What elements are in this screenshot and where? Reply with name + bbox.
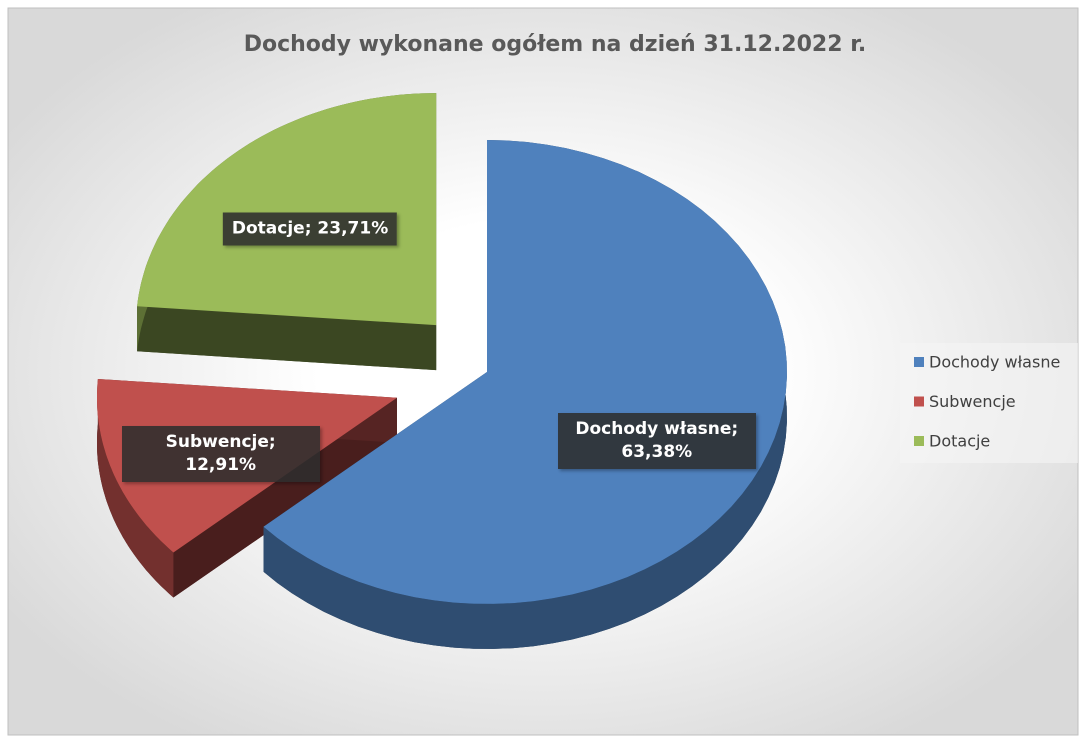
slice-side	[263, 140, 787, 649]
legend-label: Subwencje	[929, 392, 1016, 411]
legend-label: Dochody własne	[929, 353, 1060, 372]
data-label: Subwencje; 12,91%	[121, 425, 320, 482]
slice	[137, 93, 437, 326]
slice	[263, 140, 787, 604]
pie	[97, 93, 787, 649]
data-label: Dochody własne; 63,38%	[557, 412, 756, 469]
data-label: Dotacje; 23,71%	[222, 212, 398, 246]
legend-box	[900, 343, 1078, 463]
legend-swatch	[914, 396, 924, 407]
chart-title: Dochody wykonane ogółem na dzień 31.12.2…	[244, 32, 867, 57]
slice-side	[97, 379, 174, 598]
slice-side	[173, 397, 397, 598]
slice-side	[137, 306, 437, 371]
legend-label: Dotacje	[929, 432, 990, 451]
legend-swatch	[914, 436, 924, 446]
legend: Dochody własne Subwencje Dotacje	[914, 353, 1060, 451]
legend-swatch	[914, 357, 924, 367]
